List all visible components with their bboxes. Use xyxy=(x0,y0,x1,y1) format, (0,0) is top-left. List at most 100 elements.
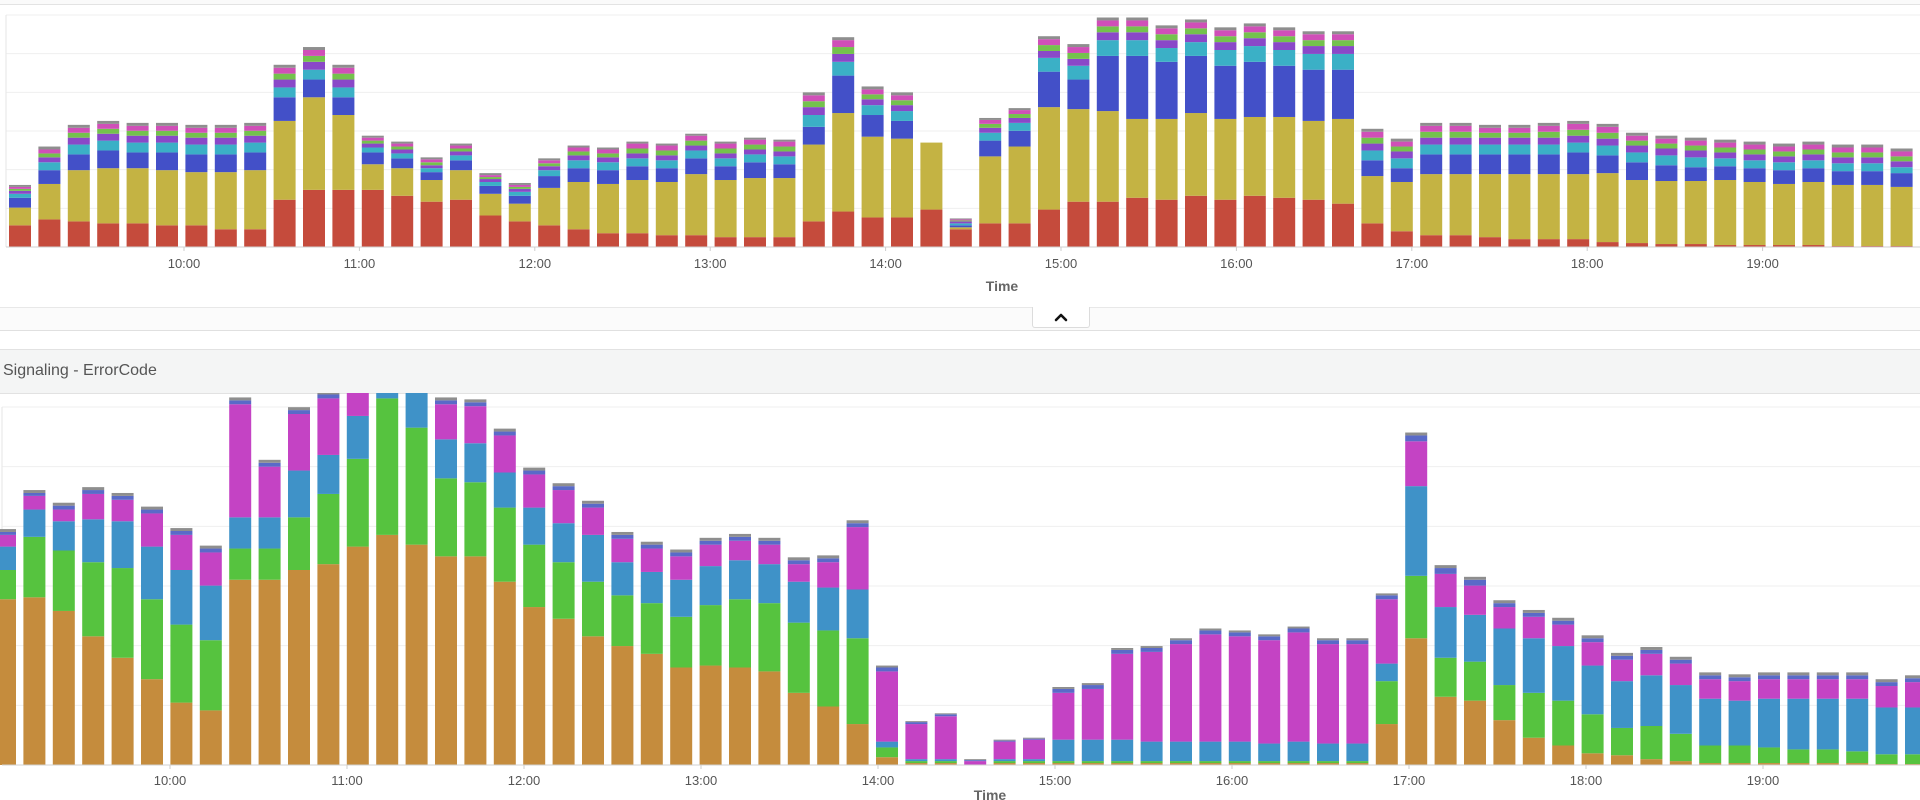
collapse-button[interactable] xyxy=(1032,307,1090,328)
bar-43 xyxy=(1273,27,1296,247)
bar-segment xyxy=(846,520,869,524)
x-tick-label: 19:00 xyxy=(1746,256,1779,271)
bar-17 xyxy=(508,182,531,247)
bar-segment xyxy=(1684,137,1707,141)
bar-segment xyxy=(420,159,443,163)
bar-segment xyxy=(1787,672,1810,676)
bar-segment xyxy=(1479,124,1501,128)
bar-segment xyxy=(1096,111,1119,202)
top-border xyxy=(0,0,1920,5)
bar-segment xyxy=(1728,681,1751,701)
bar-segment xyxy=(1170,741,1192,762)
bar-segment xyxy=(361,189,384,247)
bar-segment xyxy=(479,193,502,216)
bar-segment xyxy=(876,671,898,742)
bar-47 xyxy=(1390,138,1413,247)
bar-segment xyxy=(361,143,384,148)
bar-segment xyxy=(1214,42,1237,50)
bar-segment xyxy=(273,199,296,247)
bar-segment xyxy=(244,152,267,171)
bar-segment xyxy=(1361,176,1384,224)
bar-segment xyxy=(67,221,90,247)
bar-segment xyxy=(861,136,884,218)
bar-segment xyxy=(0,546,16,570)
bar-segment xyxy=(420,201,443,247)
bar-segment xyxy=(1155,25,1178,29)
bar-segment xyxy=(1140,763,1163,765)
bar-segment xyxy=(1067,52,1090,59)
bar-segment xyxy=(979,132,1002,141)
bar-segment xyxy=(1831,144,1854,148)
bar-segment xyxy=(1699,763,1722,765)
bar-segment xyxy=(1170,644,1192,742)
bar-segment xyxy=(1287,741,1310,762)
bar-segment xyxy=(685,174,708,236)
bar-segment xyxy=(1626,140,1648,146)
bar-segment xyxy=(273,64,296,68)
bar-segment xyxy=(1552,620,1575,625)
bar-segment xyxy=(111,521,134,569)
bar-segment xyxy=(758,671,781,765)
bar-segment xyxy=(1199,763,1222,765)
x-tick-label: 16:00 xyxy=(1216,773,1249,788)
bar-segment xyxy=(597,162,619,171)
bar-segment xyxy=(1390,158,1413,169)
bar-segment xyxy=(1831,157,1854,164)
bar-segment xyxy=(1728,677,1751,682)
bar-segment xyxy=(1126,197,1149,247)
bar-segment xyxy=(1155,199,1178,247)
bar-segment xyxy=(773,141,796,147)
bar-segment xyxy=(435,404,457,440)
bar-segment xyxy=(185,137,208,145)
bar-segment xyxy=(626,141,649,144)
bar-segment xyxy=(1126,32,1149,41)
bar-segment xyxy=(993,761,1016,764)
bar-5 xyxy=(156,122,178,247)
bar-segment xyxy=(802,92,825,96)
bar-segment xyxy=(1185,42,1207,56)
bar-0 xyxy=(9,184,31,247)
bar-segment xyxy=(1890,151,1913,157)
bar-segment xyxy=(1214,199,1237,247)
bar-segment xyxy=(1375,599,1398,664)
bar-segment xyxy=(479,181,502,186)
bar-segment xyxy=(1905,707,1920,755)
bar-segment xyxy=(1332,203,1354,247)
bar-segment xyxy=(876,667,898,672)
bar-segment xyxy=(317,454,340,494)
x-tick-label: 10:00 xyxy=(154,773,187,788)
bar-segment xyxy=(1728,700,1751,746)
bar-segment xyxy=(1434,657,1457,697)
bar-segment xyxy=(126,122,149,126)
bar-10 xyxy=(288,407,310,765)
bar-segment xyxy=(787,557,810,561)
bar-segment xyxy=(1038,39,1060,46)
bar-segment xyxy=(1640,726,1663,760)
bar-segment xyxy=(38,157,61,163)
bar-segment xyxy=(1537,174,1560,240)
bar-segment xyxy=(111,657,134,765)
bar-segment xyxy=(1846,672,1869,676)
bar-segment xyxy=(141,679,163,765)
bar-segment xyxy=(1626,243,1648,247)
bar-segment xyxy=(582,581,604,637)
bar-segment xyxy=(1655,148,1678,156)
bar-segment xyxy=(1699,675,1722,680)
bar-segment xyxy=(493,472,516,508)
bar-segment xyxy=(288,410,310,414)
bar-segment xyxy=(1728,745,1751,764)
bar-segment xyxy=(1420,137,1443,145)
bar-segment xyxy=(52,550,75,611)
bar-segment xyxy=(1567,239,1590,247)
bar-6 xyxy=(170,528,193,765)
bar-segment xyxy=(67,137,90,145)
bar-segment xyxy=(288,570,310,765)
bar-segment xyxy=(508,203,531,222)
bar-segment xyxy=(1111,649,1134,654)
bar-segment xyxy=(1375,595,1398,600)
bar-segment xyxy=(1170,638,1192,641)
bar-segment xyxy=(1081,761,1104,764)
bar-25 xyxy=(744,137,766,247)
bar-segment xyxy=(1758,675,1780,680)
bar-segment xyxy=(611,646,634,765)
